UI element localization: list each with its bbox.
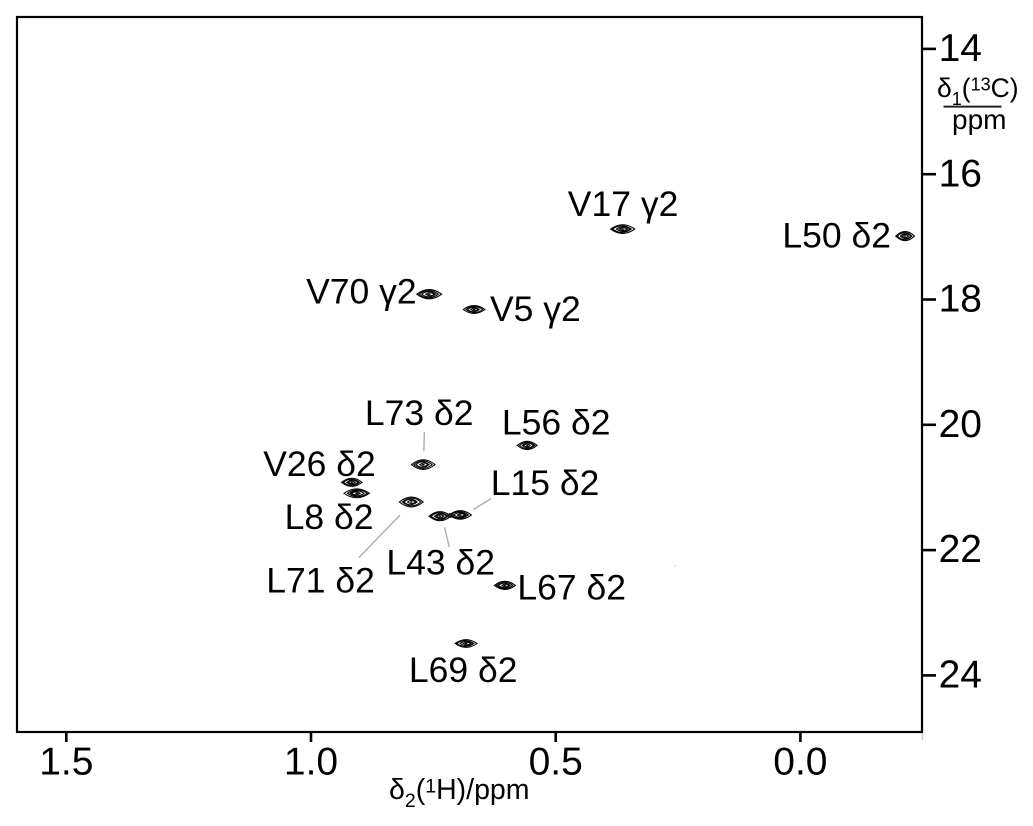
svg-text:L50 δ2: L50 δ2 bbox=[782, 216, 891, 256]
svg-text:16: 16 bbox=[939, 152, 982, 195]
svg-text:L56 δ2: L56 δ2 bbox=[502, 402, 611, 442]
svg-text:20: 20 bbox=[939, 403, 982, 446]
svg-text:L71 δ2: L71 δ2 bbox=[266, 561, 375, 601]
svg-text:1.5: 1.5 bbox=[39, 741, 93, 784]
svg-text:L69 δ2: L69 δ2 bbox=[409, 650, 518, 690]
svg-text:ppm: ppm bbox=[952, 104, 1006, 135]
svg-text:L43 δ2: L43 δ2 bbox=[386, 543, 495, 583]
svg-text:22: 22 bbox=[939, 528, 982, 571]
svg-text:24: 24 bbox=[939, 654, 982, 697]
svg-text:L73 δ2: L73 δ2 bbox=[365, 393, 474, 433]
svg-text:14: 14 bbox=[939, 27, 982, 70]
svg-text:0.5: 0.5 bbox=[529, 741, 583, 784]
svg-text:18: 18 bbox=[939, 278, 982, 321]
svg-text:V17 γ2: V17 γ2 bbox=[568, 184, 679, 224]
svg-text:0.0: 0.0 bbox=[773, 741, 827, 784]
svg-text:V5 γ2: V5 γ2 bbox=[490, 289, 581, 329]
svg-text:L15 δ2: L15 δ2 bbox=[491, 463, 600, 503]
svg-text:L8 δ2: L8 δ2 bbox=[285, 497, 374, 537]
svg-text:V26 δ2: V26 δ2 bbox=[263, 444, 376, 484]
svg-text:L67 δ2: L67 δ2 bbox=[517, 567, 626, 607]
svg-text:V70 γ2: V70 γ2 bbox=[306, 272, 417, 312]
svg-text:1.0: 1.0 bbox=[284, 741, 338, 784]
